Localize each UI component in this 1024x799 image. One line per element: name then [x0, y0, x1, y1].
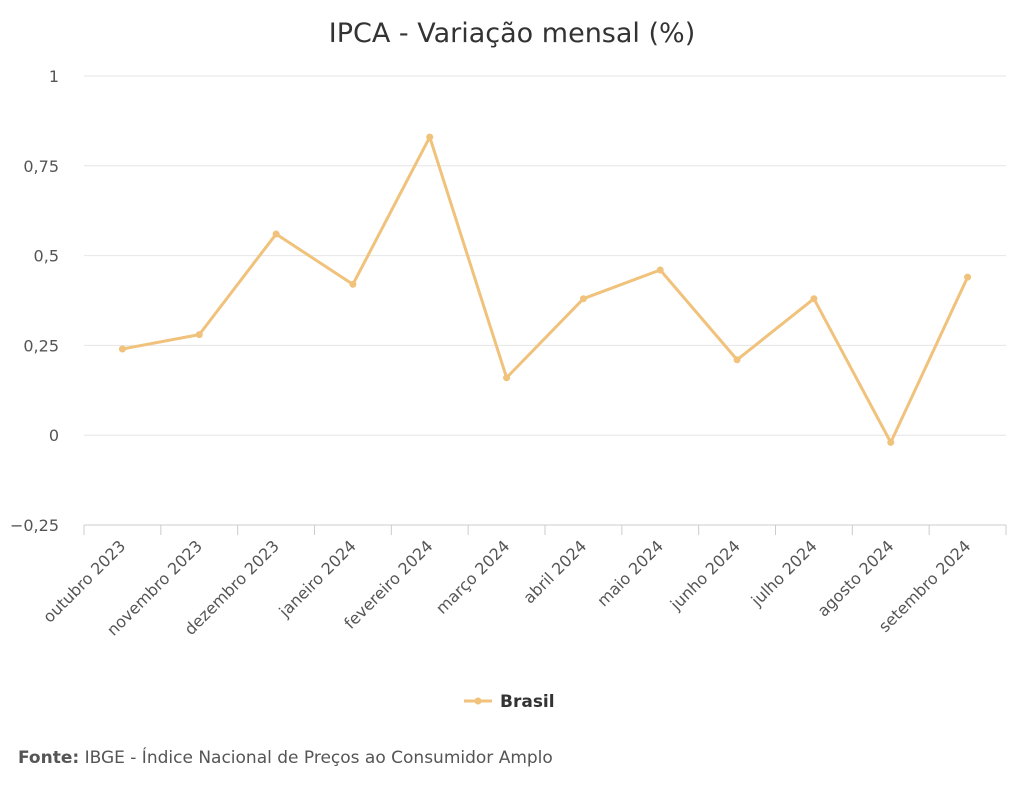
data-point[interactable] — [349, 280, 357, 288]
series-layer — [118, 133, 972, 446]
x-tick-label: julho 2024 — [747, 536, 821, 610]
legend[interactable]: Brasil — [464, 692, 555, 712]
source-text: IBGE - Índice Nacional de Preços ao Cons… — [84, 748, 553, 768]
y-tick-label: −0,25 — [10, 516, 59, 535]
legend-marker-symbol — [474, 697, 482, 705]
source-label: Fonte: — [18, 748, 80, 768]
x-tick-label: março 2024 — [432, 536, 513, 617]
data-point[interactable] — [426, 133, 434, 141]
data-point[interactable] — [810, 295, 818, 303]
chart-title: IPCA - Variação mensal (%) — [329, 18, 695, 49]
y-tick-label: 0,25 — [23, 336, 59, 355]
data-point[interactable] — [887, 438, 895, 446]
y-tick-label: 0 — [49, 426, 59, 445]
x-tick-label: abril 2024 — [519, 536, 590, 607]
y-tick-label: 0,5 — [34, 247, 59, 266]
legend-label-brasil: Brasil — [500, 692, 555, 712]
series-line-brasil[interactable] — [120, 135, 970, 444]
x-tick-label: junho 2024 — [666, 536, 744, 614]
x-tick-label: maio 2024 — [593, 536, 667, 610]
data-point[interactable] — [656, 266, 664, 274]
data-point[interactable] — [503, 374, 511, 382]
x-tick-label: janeiro 2024 — [275, 536, 360, 621]
data-point[interactable] — [195, 331, 203, 339]
data-point[interactable] — [272, 230, 280, 238]
y-axis-ticks: −0,25 0 0,25 0,5 0,75 1 — [10, 67, 59, 535]
data-point[interactable] — [579, 295, 587, 303]
x-tick-label: agosto 2024 — [813, 536, 897, 620]
data-point[interactable] — [118, 345, 126, 353]
source-caption: Fonte: IBGE - Índice Nacional de Preços … — [18, 748, 553, 768]
data-point[interactable] — [964, 273, 972, 281]
data-point[interactable] — [733, 356, 741, 364]
y-tick-label: 0,75 — [23, 157, 59, 176]
y-tick-label: 1 — [49, 67, 59, 86]
grid-lines — [84, 75, 1006, 526]
